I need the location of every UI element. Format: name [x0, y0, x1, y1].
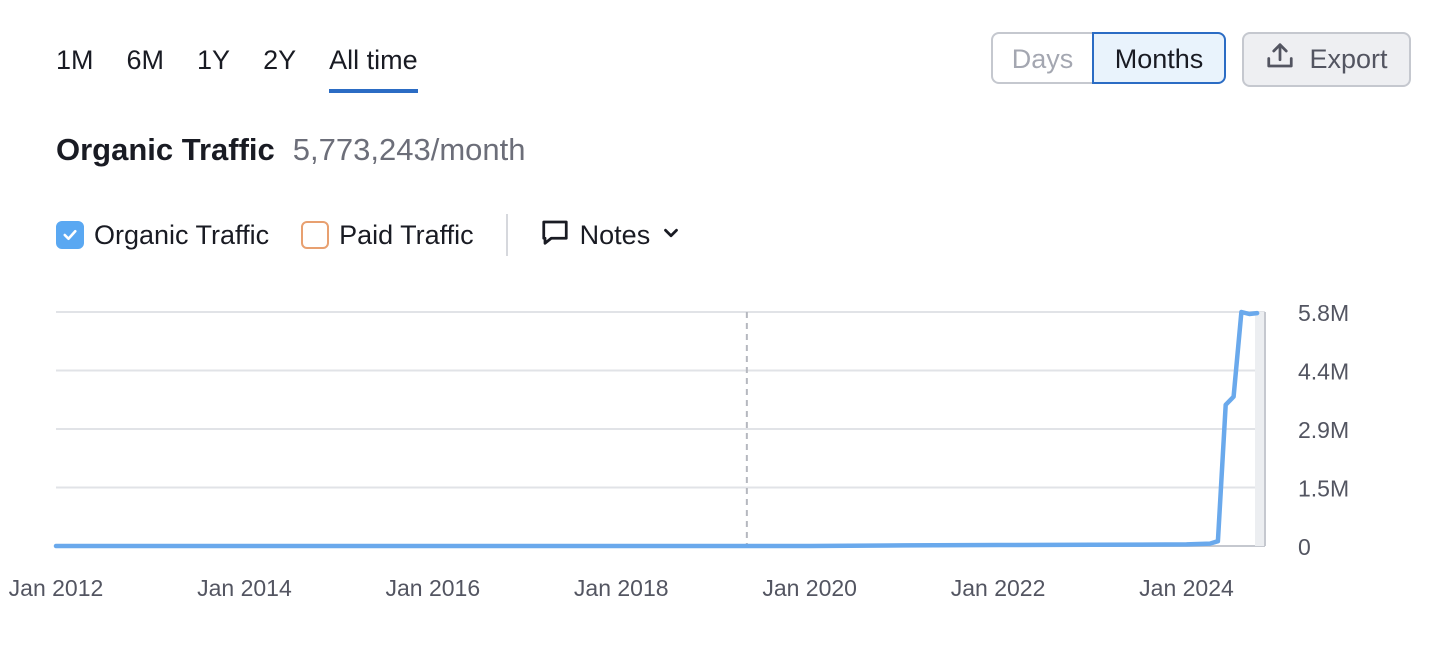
- x-tick-label: Jan 2020: [762, 575, 857, 601]
- legend-paid-traffic[interactable]: Paid Traffic: [301, 220, 474, 251]
- legend-paid-label: Paid Traffic: [339, 219, 474, 250]
- checkbox-unchecked-icon[interactable]: [301, 221, 330, 249]
- metric-value: 5,773,243/month: [292, 132, 526, 167]
- x-tick-label: Jan 2012: [9, 575, 104, 601]
- days-button[interactable]: Days: [991, 32, 1092, 84]
- x-tick-label: Jan 2016: [386, 575, 481, 601]
- tab-2y[interactable]: 2Y: [263, 45, 297, 75]
- export-button[interactable]: Export: [1242, 32, 1411, 87]
- tab-6m[interactable]: 6M: [126, 45, 165, 75]
- current-period-band: [1255, 312, 1265, 546]
- chevron-down-icon: [660, 220, 682, 251]
- checkbox-checked-icon[interactable]: [56, 221, 84, 249]
- metric-title: Organic Traffic: [56, 132, 275, 167]
- x-tick-label: Jan 2014: [197, 575, 292, 601]
- chart-svg: 0 1.5M 2.9M 4.4M 5.8M Jan 2012 Jan 2014 Jan 201…: [9, 300, 1349, 601]
- tab-1y[interactable]: 1Y: [197, 45, 231, 75]
- x-tick-label: Jan 2024: [1139, 575, 1234, 601]
- legend: Organic Traffic Paid Traffic Notes: [56, 214, 682, 256]
- months-button[interactable]: Months: [1092, 32, 1226, 84]
- comment-icon: [540, 217, 570, 254]
- upload-icon: [1265, 41, 1295, 78]
- y-tick-label: 4.4M: [1298, 359, 1349, 385]
- granularity-toggle: Days Months: [991, 32, 1226, 84]
- x-tick-label: Jan 2018: [574, 575, 669, 601]
- legend-organic-label: Organic Traffic: [94, 219, 270, 250]
- metric-header: Organic Traffic 5,773,243/month: [56, 132, 525, 168]
- notes-dropdown[interactable]: Notes: [540, 217, 683, 254]
- x-tick-label: Jan 2022: [951, 575, 1046, 601]
- y-tick-label: 2.9M: [1298, 417, 1349, 443]
- notes-label: Notes: [579, 219, 651, 250]
- y-tick-label: 1.5M: [1298, 476, 1349, 502]
- legend-organic-traffic[interactable]: Organic Traffic: [56, 220, 269, 251]
- y-tick-label: 5.8M: [1298, 300, 1349, 326]
- legend-divider: [505, 214, 508, 256]
- tab-all-time[interactable]: All time: [329, 40, 418, 93]
- tab-1m[interactable]: 1M: [56, 45, 94, 75]
- export-label: Export: [1309, 44, 1388, 74]
- traffic-chart[interactable]: 0 1.5M 2.9M 4.4M 5.8M Jan 2012 Jan 2014 Jan 201…: [0, 280, 1430, 620]
- y-tick-label: 0: [1298, 534, 1311, 560]
- period-tabs: 1M 6M 1Y 2Y All time: [56, 40, 451, 93]
- organic-traffic-line: [53, 309, 1260, 549]
